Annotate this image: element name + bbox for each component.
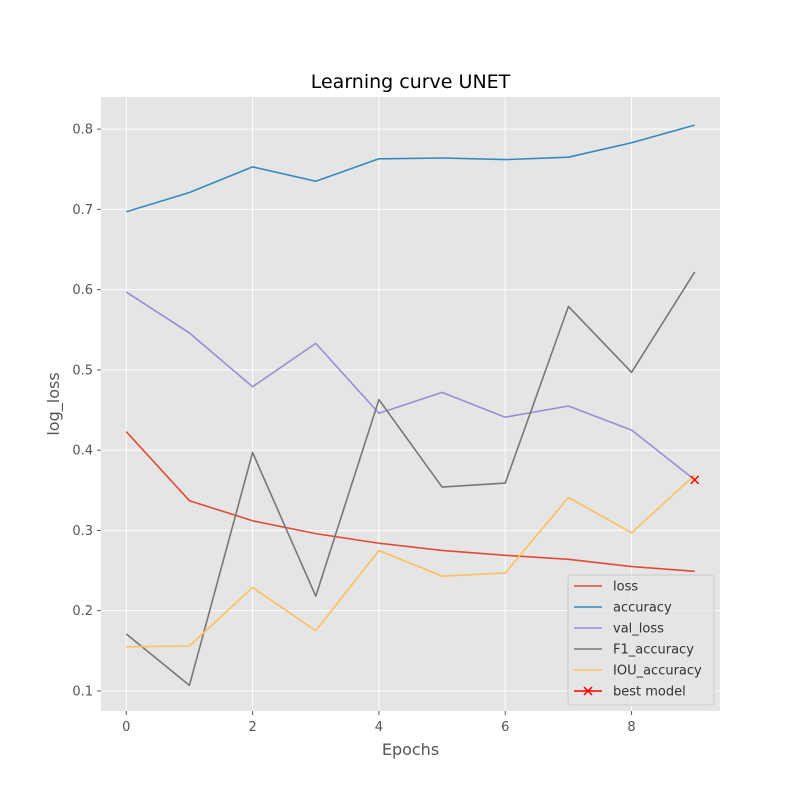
legend: loss accuracy val_loss F1_accuracy IOU_accur… [567,574,715,706]
x-tick-label: 6 [501,720,509,735]
y-tick-label: 0.8 [72,123,93,138]
y-tick-label: 0.5 [72,363,93,378]
y-ticks: 0.1 0.2 0.3 0.4 0.5 0.6 0.7 0.8 [72,123,101,699]
best-model-marker-group [690,475,700,485]
legend-box [567,574,715,706]
y-tick-label: 0.1 [72,684,93,699]
x-tick-label: 2 [248,720,256,735]
y-tick-label: 0.2 [72,604,93,619]
series-line-accuracy [126,124,695,213]
legend-label: IOU_accuracy [613,664,702,679]
chart-title: Learning curve UNET [311,71,511,93]
x-axis-label: Epochs [382,740,439,759]
x-tick-label: 8 [627,720,635,735]
best-model-marker [690,475,700,485]
legend-label: best model [613,685,686,700]
series-line-f1-accuracy [125,271,696,687]
y-tick-label: 0.7 [72,203,93,218]
series-lines [125,124,696,687]
legend-label: loss [613,580,638,595]
series-line-val-loss [125,291,696,481]
x-tick-label: 4 [375,720,383,735]
y-tick-label: 0.4 [72,444,93,459]
legend-label: val_loss [613,622,664,637]
y-tick-label: 0.6 [72,283,93,298]
legend-label: accuracy [613,601,672,616]
x-tick-label: 0 [122,720,130,735]
legend-label: F1_accuracy [613,643,694,658]
y-tick-label: 0.3 [72,524,93,539]
legend-marker [583,686,593,696]
x-ticks: 0 2 4 6 8 [122,711,636,735]
y-axis-label: log_loss [44,372,64,435]
series-line-loss [125,431,695,573]
series-line-iou-accuracy [126,474,696,648]
